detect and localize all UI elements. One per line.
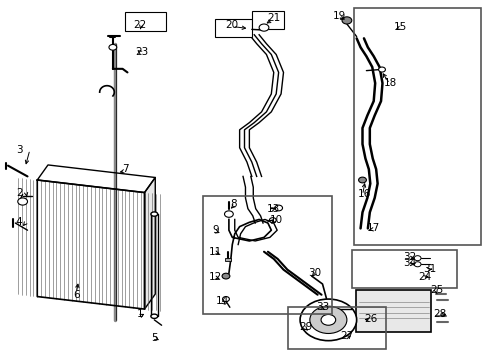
Text: 30: 30 [308, 268, 321, 278]
Text: 31: 31 [422, 264, 435, 274]
Circle shape [341, 17, 351, 24]
Text: 22: 22 [133, 20, 146, 30]
Polygon shape [37, 165, 155, 193]
Text: 9: 9 [211, 225, 218, 235]
Text: 27: 27 [340, 331, 353, 341]
Text: 18: 18 [384, 78, 397, 88]
Text: 10: 10 [269, 215, 282, 225]
Text: 16: 16 [357, 189, 370, 199]
Circle shape [321, 315, 335, 325]
Text: 29: 29 [298, 322, 311, 332]
Circle shape [18, 198, 27, 205]
Ellipse shape [151, 314, 158, 319]
Text: 19: 19 [332, 11, 346, 21]
Text: 32: 32 [402, 252, 415, 262]
Circle shape [259, 24, 268, 31]
Text: 28: 28 [432, 310, 445, 319]
Text: 3: 3 [16, 144, 22, 154]
Text: 21: 21 [266, 13, 280, 23]
Text: 15: 15 [393, 22, 407, 32]
Bar [251, 12, 283, 29]
Bar [203, 196, 331, 315]
Text: 20: 20 [225, 20, 238, 30]
Polygon shape [144, 177, 155, 309]
Bar [353, 8, 480, 244]
Circle shape [224, 211, 233, 217]
Circle shape [413, 256, 420, 261]
Circle shape [109, 44, 117, 50]
Text: 23: 23 [135, 46, 148, 57]
Ellipse shape [151, 212, 158, 216]
Bar [125, 12, 166, 31]
Circle shape [413, 262, 420, 267]
Text: 14: 14 [216, 296, 229, 306]
Circle shape [358, 177, 366, 183]
Text: 8: 8 [230, 199, 237, 210]
Text: 26: 26 [364, 314, 377, 324]
Text: 17: 17 [366, 224, 380, 233]
Circle shape [378, 67, 385, 72]
Text: 2: 2 [16, 188, 22, 198]
Circle shape [300, 299, 356, 341]
Text: 33: 33 [315, 302, 328, 312]
Circle shape [269, 218, 276, 223]
Text: 5: 5 [151, 333, 157, 343]
Text: 12: 12 [208, 272, 222, 282]
Bar [215, 19, 251, 37]
Text: 4: 4 [16, 217, 22, 227]
Circle shape [222, 297, 229, 302]
Text: 6: 6 [73, 290, 80, 300]
Text: 24: 24 [417, 272, 430, 282]
Text: 1: 1 [136, 310, 142, 319]
Bar [288, 307, 385, 348]
Bar [351, 250, 456, 288]
Circle shape [222, 273, 229, 279]
Text: 13: 13 [266, 204, 280, 214]
Circle shape [274, 205, 282, 211]
Bar [224, 258, 230, 261]
Text: 7: 7 [122, 163, 128, 174]
Text: 25: 25 [429, 285, 443, 296]
Text: 34: 34 [402, 258, 415, 268]
Circle shape [309, 306, 346, 333]
Text: 11: 11 [208, 247, 222, 257]
Polygon shape [37, 180, 144, 309]
Bar [355, 291, 430, 332]
